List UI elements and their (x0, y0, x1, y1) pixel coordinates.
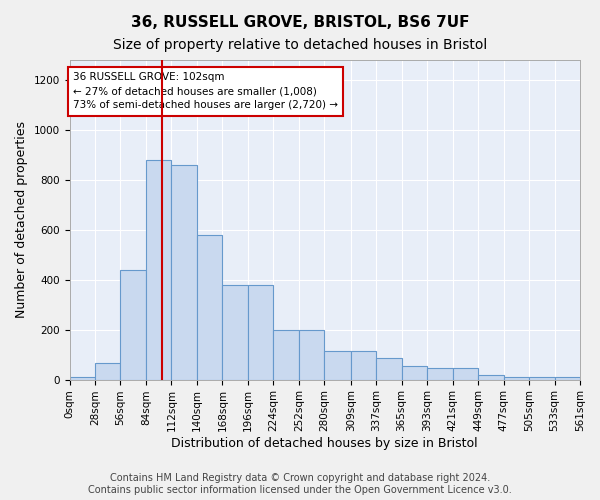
Bar (172, 165, 197, 380)
Bar (554, 377, 580, 380)
Bar (223, 284, 248, 380)
Bar (350, 351, 376, 380)
Bar (325, 351, 350, 380)
Text: 36 RUSSELL GROVE: 102sqm
← 27% of detached houses are smaller (1,008)
73% of sem: 36 RUSSELL GROVE: 102sqm ← 27% of detach… (73, 72, 338, 110)
Bar (299, 330, 325, 380)
Bar (529, 377, 554, 380)
Bar (452, 368, 478, 380)
Text: 36, RUSSELL GROVE, BRISTOL, BS6 7UF: 36, RUSSELL GROVE, BRISTOL, BS6 7UF (131, 15, 469, 30)
Bar (503, 376, 529, 380)
Y-axis label: Number of detached properties: Number of detached properties (15, 122, 28, 318)
Bar (401, 366, 427, 380)
Text: Size of property relative to detached houses in Bristol: Size of property relative to detached ho… (113, 38, 487, 52)
Bar (478, 374, 503, 380)
Bar (70, 377, 95, 380)
Bar (146, 160, 172, 380)
Bar (121, 270, 146, 380)
Bar (248, 284, 274, 380)
Bar (274, 330, 299, 380)
Bar (376, 358, 401, 380)
Bar (427, 368, 452, 380)
Bar (197, 235, 223, 380)
Bar (95, 364, 121, 380)
Text: Contains HM Land Registry data © Crown copyright and database right 2024.
Contai: Contains HM Land Registry data © Crown c… (88, 474, 512, 495)
X-axis label: Distribution of detached houses by size in Bristol: Distribution of detached houses by size … (172, 437, 478, 450)
